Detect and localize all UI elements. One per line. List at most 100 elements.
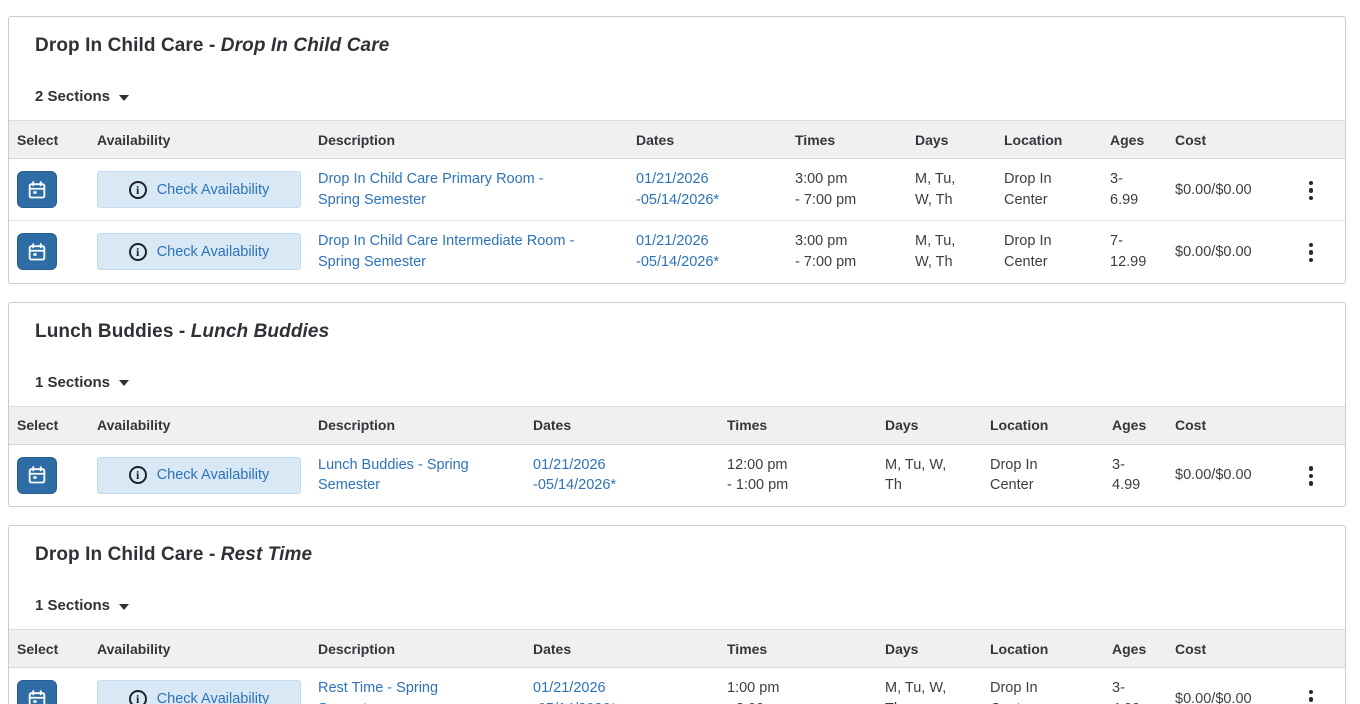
col-header-ages: Ages bbox=[1104, 405, 1167, 445]
check-availability-button[interactable]: i Check Availability bbox=[97, 680, 301, 704]
col-header-days: Days bbox=[877, 629, 982, 668]
col-header-availability: Availability bbox=[89, 629, 310, 668]
col-header-description: Description bbox=[310, 120, 628, 159]
col-header-select: Select bbox=[9, 629, 89, 668]
col-header-dates: Dates bbox=[525, 405, 719, 445]
location-cell: Drop In Center bbox=[996, 220, 1102, 283]
select-calendar-button[interactable] bbox=[17, 233, 57, 271]
location-cell: Drop In Center bbox=[1004, 171, 1052, 208]
program-card-header: Drop In Child Care - Drop In Child Care … bbox=[9, 17, 1345, 120]
kebab-menu-button[interactable] bbox=[1299, 237, 1324, 269]
program-card-header: Drop In Child Care - Rest Time 1 Section… bbox=[9, 526, 1345, 629]
col-header-menu bbox=[1277, 120, 1345, 159]
info-circle-icon: i bbox=[128, 242, 147, 261]
cost-cell: $0.00/$0.00 bbox=[1175, 467, 1252, 484]
calendar-icon bbox=[28, 180, 46, 198]
cost-cell: $0.00/$0.00 bbox=[1175, 690, 1252, 704]
program-card-header: Lunch Buddies - Lunch Buddies 1 Sections bbox=[9, 303, 1345, 406]
sections-count-label: 1 Sections bbox=[35, 597, 111, 614]
description-link[interactable]: Drop In Child Care Primary Room - Spring… bbox=[318, 171, 544, 208]
check-availability-label: Check Availability bbox=[156, 690, 270, 704]
program-title-emphasis: Lunch Buddies bbox=[190, 320, 330, 342]
col-header-ages: Ages bbox=[1102, 120, 1167, 159]
description-link[interactable]: Drop In Child Care Intermediate Room - S… bbox=[318, 233, 575, 270]
sections-count-label: 2 Sections bbox=[35, 88, 111, 105]
check-availability-button[interactable]: i Check Availability bbox=[97, 233, 301, 271]
sections-table: Select Availability Description Dates Ti… bbox=[9, 629, 1345, 704]
sections-count-dropdown[interactable]: 1 Sections bbox=[35, 373, 130, 391]
check-availability-label: Check Availability bbox=[156, 243, 270, 260]
col-header-dates: Dates bbox=[628, 120, 787, 159]
col-header-availability: Availability bbox=[89, 405, 310, 445]
kebab-menu-button[interactable] bbox=[1299, 460, 1324, 492]
location-cell: Drop In Center bbox=[990, 680, 1038, 704]
times-cell: 3:00 pm - 7:00 pm bbox=[787, 220, 907, 283]
dates-link[interactable]: 01/21/2026 -05/14/2026* bbox=[533, 680, 616, 704]
cost-cell: $0.00/$0.00 bbox=[1175, 181, 1252, 198]
col-header-dates: Dates bbox=[525, 629, 719, 668]
col-header-cost: Cost bbox=[1167, 629, 1277, 668]
days-cell: M, Tu, W, Th bbox=[907, 220, 996, 283]
chevron-down-icon bbox=[119, 94, 130, 101]
select-calendar-button[interactable] bbox=[17, 456, 57, 494]
table-row: i Check Availability Lunch Buddies - Spr… bbox=[9, 444, 1345, 506]
program-title-text: Drop In Child Care - bbox=[35, 544, 216, 565]
description-link[interactable]: Lunch Buddies - Spring Semester bbox=[318, 456, 469, 494]
sections-table: Select Availability Description Dates Ti… bbox=[9, 120, 1345, 283]
dates-link[interactable]: 01/21/2026 -05/14/2026* bbox=[636, 233, 720, 270]
sections-count-label: 1 Sections bbox=[35, 373, 111, 391]
times-cell: 12:00 pm - 1:00 pm bbox=[727, 456, 789, 494]
info-circle-icon: i bbox=[128, 689, 147, 704]
chevron-down-icon bbox=[119, 603, 130, 610]
ages-cell: 3- 4.99 bbox=[1112, 680, 1140, 704]
days-cell: M, Tu, W, Th bbox=[915, 171, 956, 208]
program-title: Drop In Child Care - Rest Time bbox=[35, 544, 1319, 566]
table-header-row: Select Availability Description Dates Ti… bbox=[9, 120, 1345, 159]
program-card: Lunch Buddies - Lunch Buddies 1 Sections… bbox=[8, 301, 1346, 507]
times-cell: 3:00 pm - 7:00 pm bbox=[795, 171, 857, 208]
program-title: Drop In Child Care - Drop In Child Care bbox=[35, 35, 1319, 57]
col-header-times: Times bbox=[787, 120, 907, 159]
sections-count-dropdown[interactable]: 2 Sections bbox=[35, 88, 130, 105]
col-header-days: Days bbox=[877, 405, 982, 445]
times-cell: 1:00 pm - 3:00 pm bbox=[727, 680, 788, 704]
col-header-location: Location bbox=[996, 120, 1102, 159]
dates-link[interactable]: 01/21/2026 -05/14/2026* bbox=[533, 456, 617, 494]
ages-cell: 3- 6.99 bbox=[1110, 171, 1139, 208]
dates-link[interactable]: 01/21/2026 -05/14/2026* bbox=[636, 171, 720, 208]
sections-count-dropdown[interactable]: 1 Sections bbox=[35, 597, 130, 614]
col-header-description: Description bbox=[310, 629, 525, 668]
program-card: Drop In Child Care - Drop In Child Care … bbox=[8, 16, 1346, 284]
col-header-ages: Ages bbox=[1104, 629, 1167, 668]
calendar-icon bbox=[28, 689, 46, 704]
table-header-row: Select Availability Description Dates Ti… bbox=[9, 629, 1345, 668]
program-title-emphasis: Drop In Child Care bbox=[220, 35, 390, 56]
kebab-menu-button[interactable] bbox=[1299, 684, 1324, 704]
col-header-cost: Cost bbox=[1167, 120, 1277, 159]
select-calendar-button[interactable] bbox=[17, 680, 57, 704]
check-availability-label: Check Availability bbox=[156, 181, 270, 198]
program-title-emphasis: Rest Time bbox=[220, 544, 313, 565]
days-cell: M, Tu, W, Th bbox=[885, 456, 947, 494]
days-cell: M, Tu, W, Th bbox=[885, 680, 947, 704]
col-header-select: Select bbox=[9, 405, 89, 445]
check-availability-button[interactable]: i Check Availability bbox=[97, 456, 301, 494]
table-row: i Check Availability Drop In Child Care … bbox=[9, 220, 1345, 283]
location-cell: Drop In Center bbox=[990, 456, 1038, 494]
col-header-location: Location bbox=[982, 629, 1104, 668]
program-title-text: Lunch Buddies - bbox=[35, 320, 186, 342]
calendar-icon bbox=[28, 466, 46, 484]
check-availability-button[interactable]: i Check Availability bbox=[97, 171, 301, 208]
info-circle-icon: i bbox=[128, 180, 147, 199]
select-calendar-button[interactable] bbox=[17, 171, 57, 208]
kebab-menu-button[interactable] bbox=[1299, 175, 1324, 207]
chevron-down-icon bbox=[119, 380, 130, 386]
col-header-cost: Cost bbox=[1167, 405, 1277, 445]
program-card: Drop In Child Care - Rest Time 1 Section… bbox=[8, 525, 1346, 704]
col-header-times: Times bbox=[719, 405, 877, 445]
description-link[interactable]: Rest Time - Spring Semester bbox=[318, 680, 439, 704]
col-header-location: Location bbox=[982, 405, 1104, 445]
col-header-description: Description bbox=[310, 405, 525, 445]
ages-cell: 3- 4.99 bbox=[1112, 456, 1141, 494]
col-header-times: Times bbox=[719, 629, 877, 668]
